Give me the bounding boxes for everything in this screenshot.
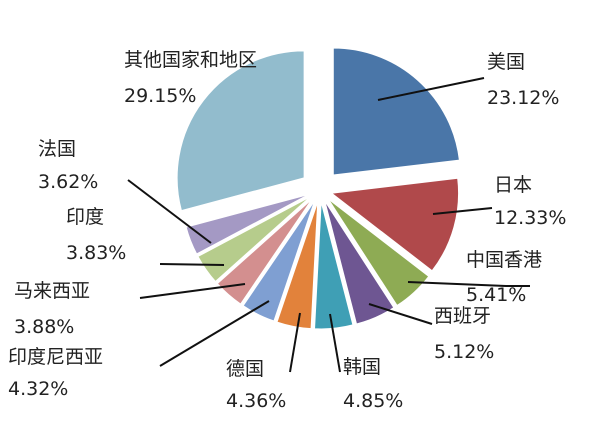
slice-value-5: 4.85% <box>343 390 403 412</box>
slice-label-9: 印度 <box>66 206 104 228</box>
pie-slice-5 <box>314 201 354 330</box>
leader-line-10 <box>127 179 212 244</box>
leader-line-2 <box>432 207 493 215</box>
slice-value-8: 3.88% <box>14 316 74 338</box>
leader-line-5 <box>329 313 341 373</box>
slice-value-7: 4.32% <box>8 378 68 400</box>
leader-line-1 <box>377 77 485 101</box>
slice-value-1: 23.12% <box>487 87 559 109</box>
slice-label-7: 印度尼西亚 <box>8 346 103 368</box>
leader-line-6 <box>289 312 301 373</box>
slice-value-6: 4.36% <box>226 390 286 412</box>
slice-label-5: 韩国 <box>343 356 381 378</box>
pie-slice-7 <box>242 200 316 322</box>
slice-value-3: 5.41% <box>466 284 526 306</box>
slice-value-2: 12.33% <box>494 207 566 229</box>
pie-slice-1 <box>332 47 460 176</box>
leader-line-4 <box>368 303 433 325</box>
pie-slice-2 <box>330 177 460 272</box>
pie-slice-6 <box>276 201 319 330</box>
slice-label-11: 其他国家和地区 <box>124 49 257 71</box>
leader-line-3 <box>407 281 530 287</box>
slice-label-3: 中国香港 <box>466 249 542 271</box>
slice-label-8: 马来西亚 <box>14 280 90 302</box>
pie-slice-9 <box>197 196 311 283</box>
slice-value-10: 3.62% <box>38 171 98 193</box>
slice-label-2: 日本 <box>494 174 532 196</box>
slice-label-10: 法国 <box>38 138 76 160</box>
leader-line-9 <box>159 263 225 266</box>
slice-value-4: 5.12% <box>434 341 494 363</box>
pie-slice-3 <box>327 198 430 307</box>
slice-value-9: 3.83% <box>66 242 126 264</box>
pie-slice-11 <box>176 50 305 212</box>
slice-label-4: 西班牙 <box>434 305 491 327</box>
slice-value-11: 29.15% <box>124 85 196 107</box>
slice-label-1: 美国 <box>487 51 525 73</box>
pie-slice-10 <box>185 193 310 255</box>
slice-label-6: 德国 <box>226 358 264 380</box>
leader-line-8 <box>139 283 246 299</box>
pie-slice-8 <box>216 198 313 305</box>
pie-slice-4 <box>324 200 395 325</box>
leader-line-7 <box>159 300 270 367</box>
